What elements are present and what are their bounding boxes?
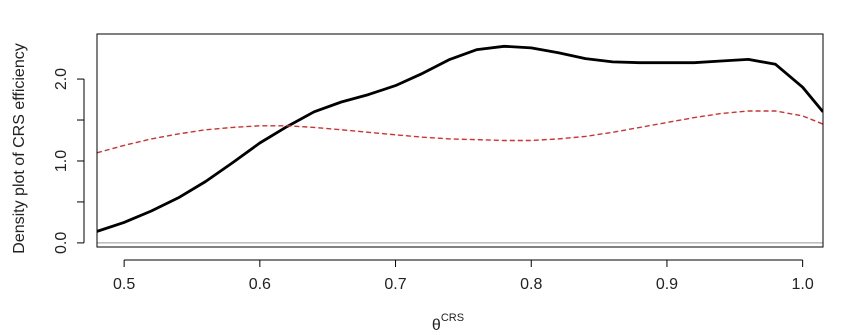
x-axis-label-symbol: θ: [432, 317, 441, 334]
series-layer: [97, 44, 823, 244]
x-axis-label-superscript: CRS: [441, 312, 464, 324]
y-tick-label: 0.0: [53, 232, 70, 254]
y-axis: 0.0 1.0 2.0: [53, 68, 85, 254]
x-tick-label: 0.6: [249, 276, 271, 293]
y-tick-label: 1.0: [53, 150, 70, 172]
plot-frame: [96, 33, 824, 248]
x-axis-label: θCRS: [432, 312, 464, 334]
x-axis: 0.5 0.6 0.7 0.8 0.9 1.0: [113, 259, 814, 293]
x-tick-label: 1.0: [792, 276, 814, 293]
y-tick-label: 2.0: [53, 68, 70, 90]
x-tick-label: 0.5: [113, 276, 135, 293]
series-line-2: [97, 110, 823, 154]
x-tick-label: 0.9: [656, 276, 678, 293]
x-tick-label: 0.7: [384, 276, 406, 293]
series-line-1: [97, 44, 823, 233]
y-axis-label: Density plot of CRS efficiency: [11, 43, 28, 253]
x-tick-label: 0.8: [520, 276, 542, 293]
